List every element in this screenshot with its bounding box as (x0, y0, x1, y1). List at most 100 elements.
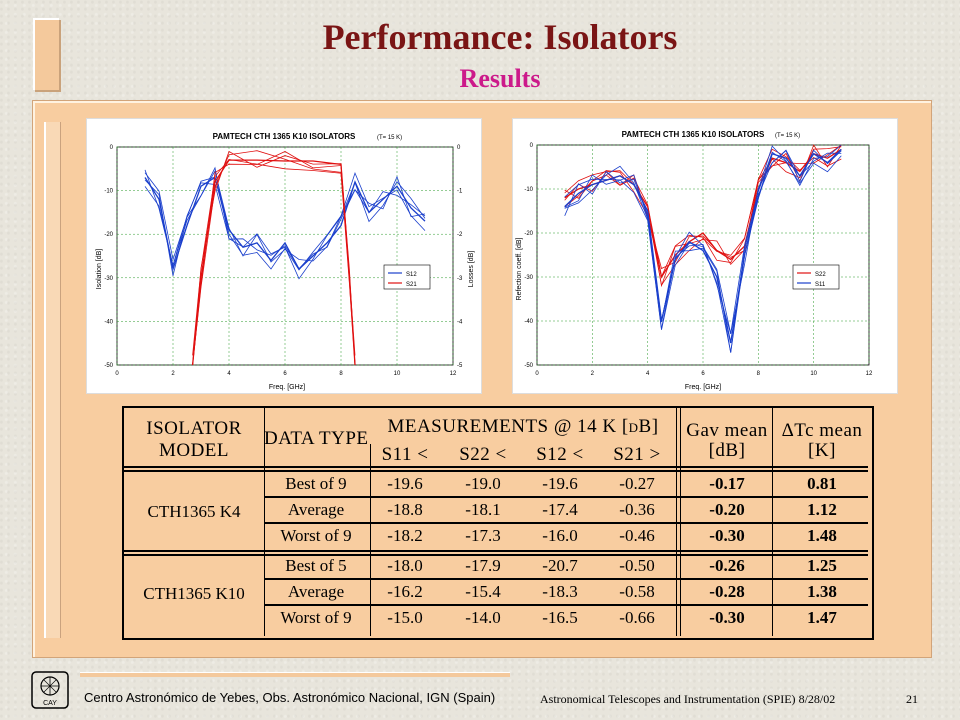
cell-dt: 1.48 (807, 526, 837, 545)
legend-s11: S11 (815, 282, 826, 288)
cell-s21: -0.36 (619, 500, 655, 519)
isolation-plot: PAMTECH CTH 1365 K10 ISOLATORS (T= 15 K)… (86, 118, 482, 394)
x-tick-label: 4 (227, 371, 231, 377)
reflection-plot-ylabel: Refection coeff. [dB] (516, 237, 523, 300)
cell-gav: -0.20 (709, 500, 745, 519)
header-dt: ΔTc mean (781, 420, 863, 441)
y2-tick-label: 0 (457, 145, 461, 151)
cell-dt: 1.47 (807, 608, 837, 627)
cell-s22: -17.3 (465, 526, 501, 545)
cell-s21: -0.46 (619, 526, 655, 545)
y-tick-label: -20 (524, 231, 533, 237)
title-decoration-bar (33, 18, 59, 90)
series-line-s21 (192, 151, 356, 366)
y-tick-label: -10 (524, 187, 533, 193)
row-divider (264, 496, 868, 498)
row-divider (264, 604, 868, 606)
cell-s22: -14.0 (465, 608, 501, 627)
header-dt-unit: [K] (808, 440, 836, 461)
cell-gav: -0.17 (709, 474, 745, 493)
y-tick-label: 0 (110, 145, 114, 151)
footer-conference: Astronomical Telescopes and Instrumentat… (540, 692, 835, 707)
cay-logo: CAY (31, 671, 69, 709)
cell-s12: -16.0 (542, 526, 578, 545)
reflection-plot-title-note: (T= 15 K) (775, 133, 800, 139)
header-s11: S11 < (381, 444, 429, 465)
cell-s21: -0.27 (619, 474, 655, 493)
isolation-plot-xlabel: Freq. [GHz] (269, 384, 305, 391)
page-subtitle: Results (459, 64, 541, 93)
legend-s21: S21 (406, 282, 417, 288)
header-gav: Gav mean (686, 420, 768, 441)
cell-s11: -18.0 (387, 556, 423, 575)
series-line-s11 (564, 144, 842, 353)
y2-tick-label: -4 (457, 319, 463, 325)
cell-s12: -20.7 (542, 556, 578, 575)
cell-dt: 0.81 (807, 474, 837, 493)
row-data-type: Best of 9 (285, 474, 347, 493)
cell-s21: -0.50 (619, 556, 655, 575)
footer-institution: Centro Astronómico de Yebes, Obs. Astron… (84, 690, 496, 705)
series-line-s11 (564, 149, 842, 353)
y2-tick-label: -3 (457, 276, 463, 282)
y-tick-label: -40 (104, 319, 113, 325)
header-data-type: DATA TYPE (264, 428, 369, 449)
cell-s22: -17.9 (465, 556, 501, 575)
y-tick-label: -50 (524, 363, 533, 369)
x-tick-label: 4 (646, 371, 650, 377)
row-data-type: Average (287, 582, 345, 601)
logo-text: CAY (43, 700, 57, 707)
vrule-gav (772, 408, 773, 636)
legend-s12: S12 (406, 272, 417, 278)
group-separator-rule (124, 550, 868, 552)
vrule-meas-2 (680, 408, 681, 636)
cell-s12: -18.3 (542, 582, 578, 601)
model-name: CTH1365 K4 (147, 502, 241, 521)
page-number: 21 (906, 692, 918, 706)
header-s22: S22 < (459, 444, 507, 465)
y-tick-label: -10 (104, 189, 113, 195)
x-tick-label: 10 (810, 371, 817, 377)
header-bottom-rule (124, 466, 868, 468)
cell-s22: -19.0 (465, 474, 501, 493)
isolation-plot-ylabel: Isolation [dB] (96, 249, 103, 290)
y2-tick-label: -5 (457, 363, 463, 369)
x-tick-label: 12 (450, 371, 457, 377)
legend-s22: S22 (815, 272, 826, 278)
row-data-type: Worst of 9 (280, 608, 352, 627)
measurements-table (122, 406, 874, 640)
x-tick-label: 6 (283, 371, 287, 377)
cell-s12: -16.5 (542, 608, 578, 627)
isolation-plot-legend: S12 S21 (383, 264, 431, 290)
panel-decoration-bar (44, 122, 61, 638)
header-s21: S21 > (613, 444, 661, 465)
series-line-s12 (144, 166, 426, 276)
x-tick-label: 12 (866, 371, 873, 377)
cell-gav: -0.30 (709, 608, 745, 627)
vrule-model (264, 408, 265, 636)
x-tick-label: 0 (115, 371, 119, 377)
x-tick-label: 8 (339, 371, 343, 377)
reflection-plot-title: PAMTECH CTH 1365 K10 ISOLATORS (622, 130, 765, 139)
reflection-plot-svg: PAMTECH CTH 1365 K10 ISOLATORS (T= 15 K)… (516, 130, 873, 391)
reflection-plot-xlabel: Freq. [GHz] (685, 384, 721, 391)
isolation-plot-y2label: Losses [dB] (468, 251, 475, 288)
row-data-type: Best of 5 (285, 556, 347, 575)
x-tick-label: 0 (535, 371, 539, 377)
y2-tick-label: -2 (457, 232, 463, 238)
cell-gav: -0.28 (709, 582, 745, 601)
cell-s11: -16.2 (387, 582, 423, 601)
header-s12: S12 < (536, 444, 584, 465)
cell-dt: 1.25 (807, 556, 837, 575)
cell-dt: 1.12 (807, 500, 837, 519)
y-tick-label: -30 (104, 276, 113, 282)
series-line-s11 (564, 149, 842, 335)
vrule-type (370, 444, 371, 636)
x-tick-label: 2 (171, 371, 175, 377)
x-tick-label: 6 (701, 371, 705, 377)
row-divider (264, 578, 868, 580)
cell-s11: -15.0 (387, 608, 423, 627)
model-name: CTH1365 K10 (143, 584, 245, 603)
y-tick-label: -30 (524, 275, 533, 281)
header-bottom-rule-2 (124, 470, 868, 472)
